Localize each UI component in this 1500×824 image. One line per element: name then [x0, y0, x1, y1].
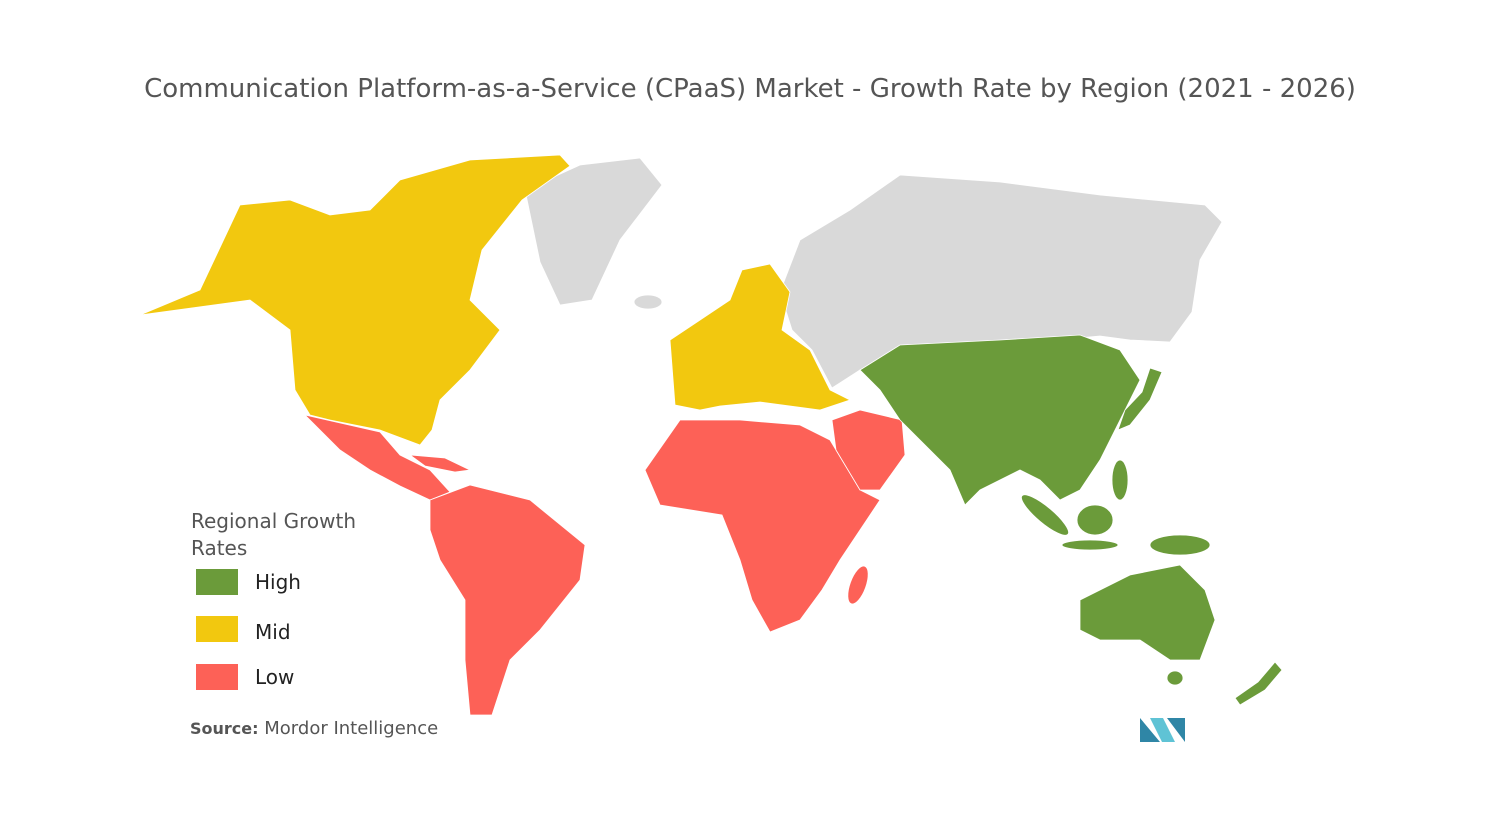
south-america — [429, 484, 586, 716]
legend-label: High — [255, 570, 301, 594]
legend-label: Low — [255, 665, 295, 689]
russia — [779, 174, 1223, 389]
legend-swatch — [196, 616, 238, 642]
caribbean — [408, 454, 472, 473]
chart-title: Communication Platform-as-a-Service (CPa… — [144, 74, 1356, 104]
legend-title: Regional Growth Rates — [191, 509, 357, 560]
middle-east — [831, 409, 906, 491]
europe — [669, 263, 852, 411]
africa — [644, 419, 881, 633]
new-guinea — [1149, 534, 1211, 556]
new-zealand — [1234, 661, 1283, 706]
japan — [1117, 367, 1163, 431]
source-label: Source: — [190, 719, 259, 738]
legend-swatch — [196, 664, 238, 690]
philippines — [1111, 459, 1129, 501]
java — [1061, 539, 1119, 551]
borneo — [1076, 504, 1114, 536]
greenland — [524, 157, 663, 306]
legend-label: Mid — [255, 620, 291, 644]
asia — [859, 334, 1141, 506]
source: Source: Mordor Intelligence — [190, 718, 438, 739]
source-text: Mordor Intelligence — [264, 718, 439, 739]
madagascar — [847, 565, 869, 605]
iceland — [633, 294, 663, 310]
australia — [1079, 564, 1216, 661]
north-america — [139, 154, 571, 446]
tasmania — [1166, 670, 1184, 686]
sumatra — [1021, 494, 1069, 536]
legend-swatch — [196, 569, 238, 595]
logo — [1140, 718, 1185, 742]
